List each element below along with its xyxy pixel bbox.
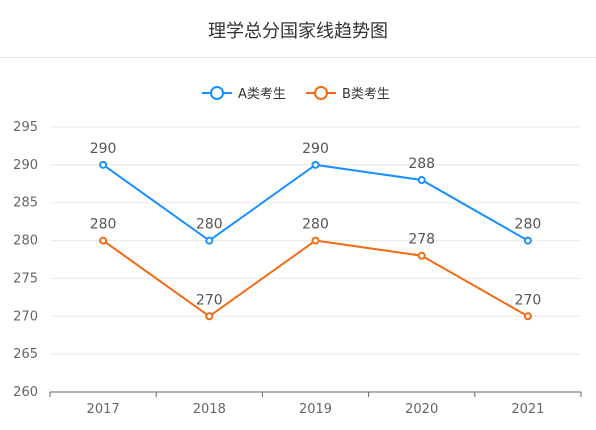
y-tick-label: 280 (13, 234, 38, 249)
y-tick-label: 275 (13, 271, 38, 286)
data-point (99, 236, 108, 245)
legend-item-1: A类考生 (202, 86, 286, 102)
x-tick-label: 2021 (511, 402, 544, 417)
data-point (311, 236, 320, 245)
x-tick-label: 2017 (87, 402, 120, 417)
legend-marker-icon (314, 86, 328, 100)
data-point (99, 160, 108, 169)
x-tick-label: 2019 (299, 402, 332, 417)
data-point (523, 236, 532, 245)
data-label: 270 (515, 292, 542, 308)
title-bar: 理学总分国家线趋势图 (0, 0, 596, 58)
legend-label: A类考生 (238, 87, 286, 102)
y-tick-label: 295 (13, 120, 38, 135)
data-label: 280 (302, 217, 329, 233)
legend-label: B类考生 (342, 87, 390, 102)
data-label: 288 (408, 156, 435, 172)
y-tick-label: 260 (13, 385, 38, 400)
y-tick-label: 290 (13, 158, 38, 173)
legend-item-2: B类考生 (306, 86, 390, 102)
data-label: 290 (90, 141, 117, 157)
data-label: 280 (90, 217, 117, 233)
x-tick-label: 2020 (405, 402, 438, 417)
data-point (417, 251, 426, 260)
y-tick-label: 270 (13, 309, 38, 324)
data-label: 290 (302, 141, 329, 157)
y-tick-label: 265 (13, 347, 38, 362)
data-label: 280 (196, 217, 223, 233)
data-label: 270 (196, 292, 223, 308)
x-tick-label: 2018 (193, 402, 226, 417)
data-point (205, 236, 214, 245)
data-point (311, 160, 320, 169)
data-label: 280 (515, 217, 542, 233)
data-point (417, 176, 426, 184)
data-point (523, 312, 532, 321)
data-point (205, 312, 214, 321)
legend-marker-icon (210, 86, 224, 100)
chart-title: 理学总分国家线趋势图 (208, 21, 388, 42)
y-tick-label: 285 (13, 196, 38, 211)
data-label: 278 (408, 232, 435, 248)
